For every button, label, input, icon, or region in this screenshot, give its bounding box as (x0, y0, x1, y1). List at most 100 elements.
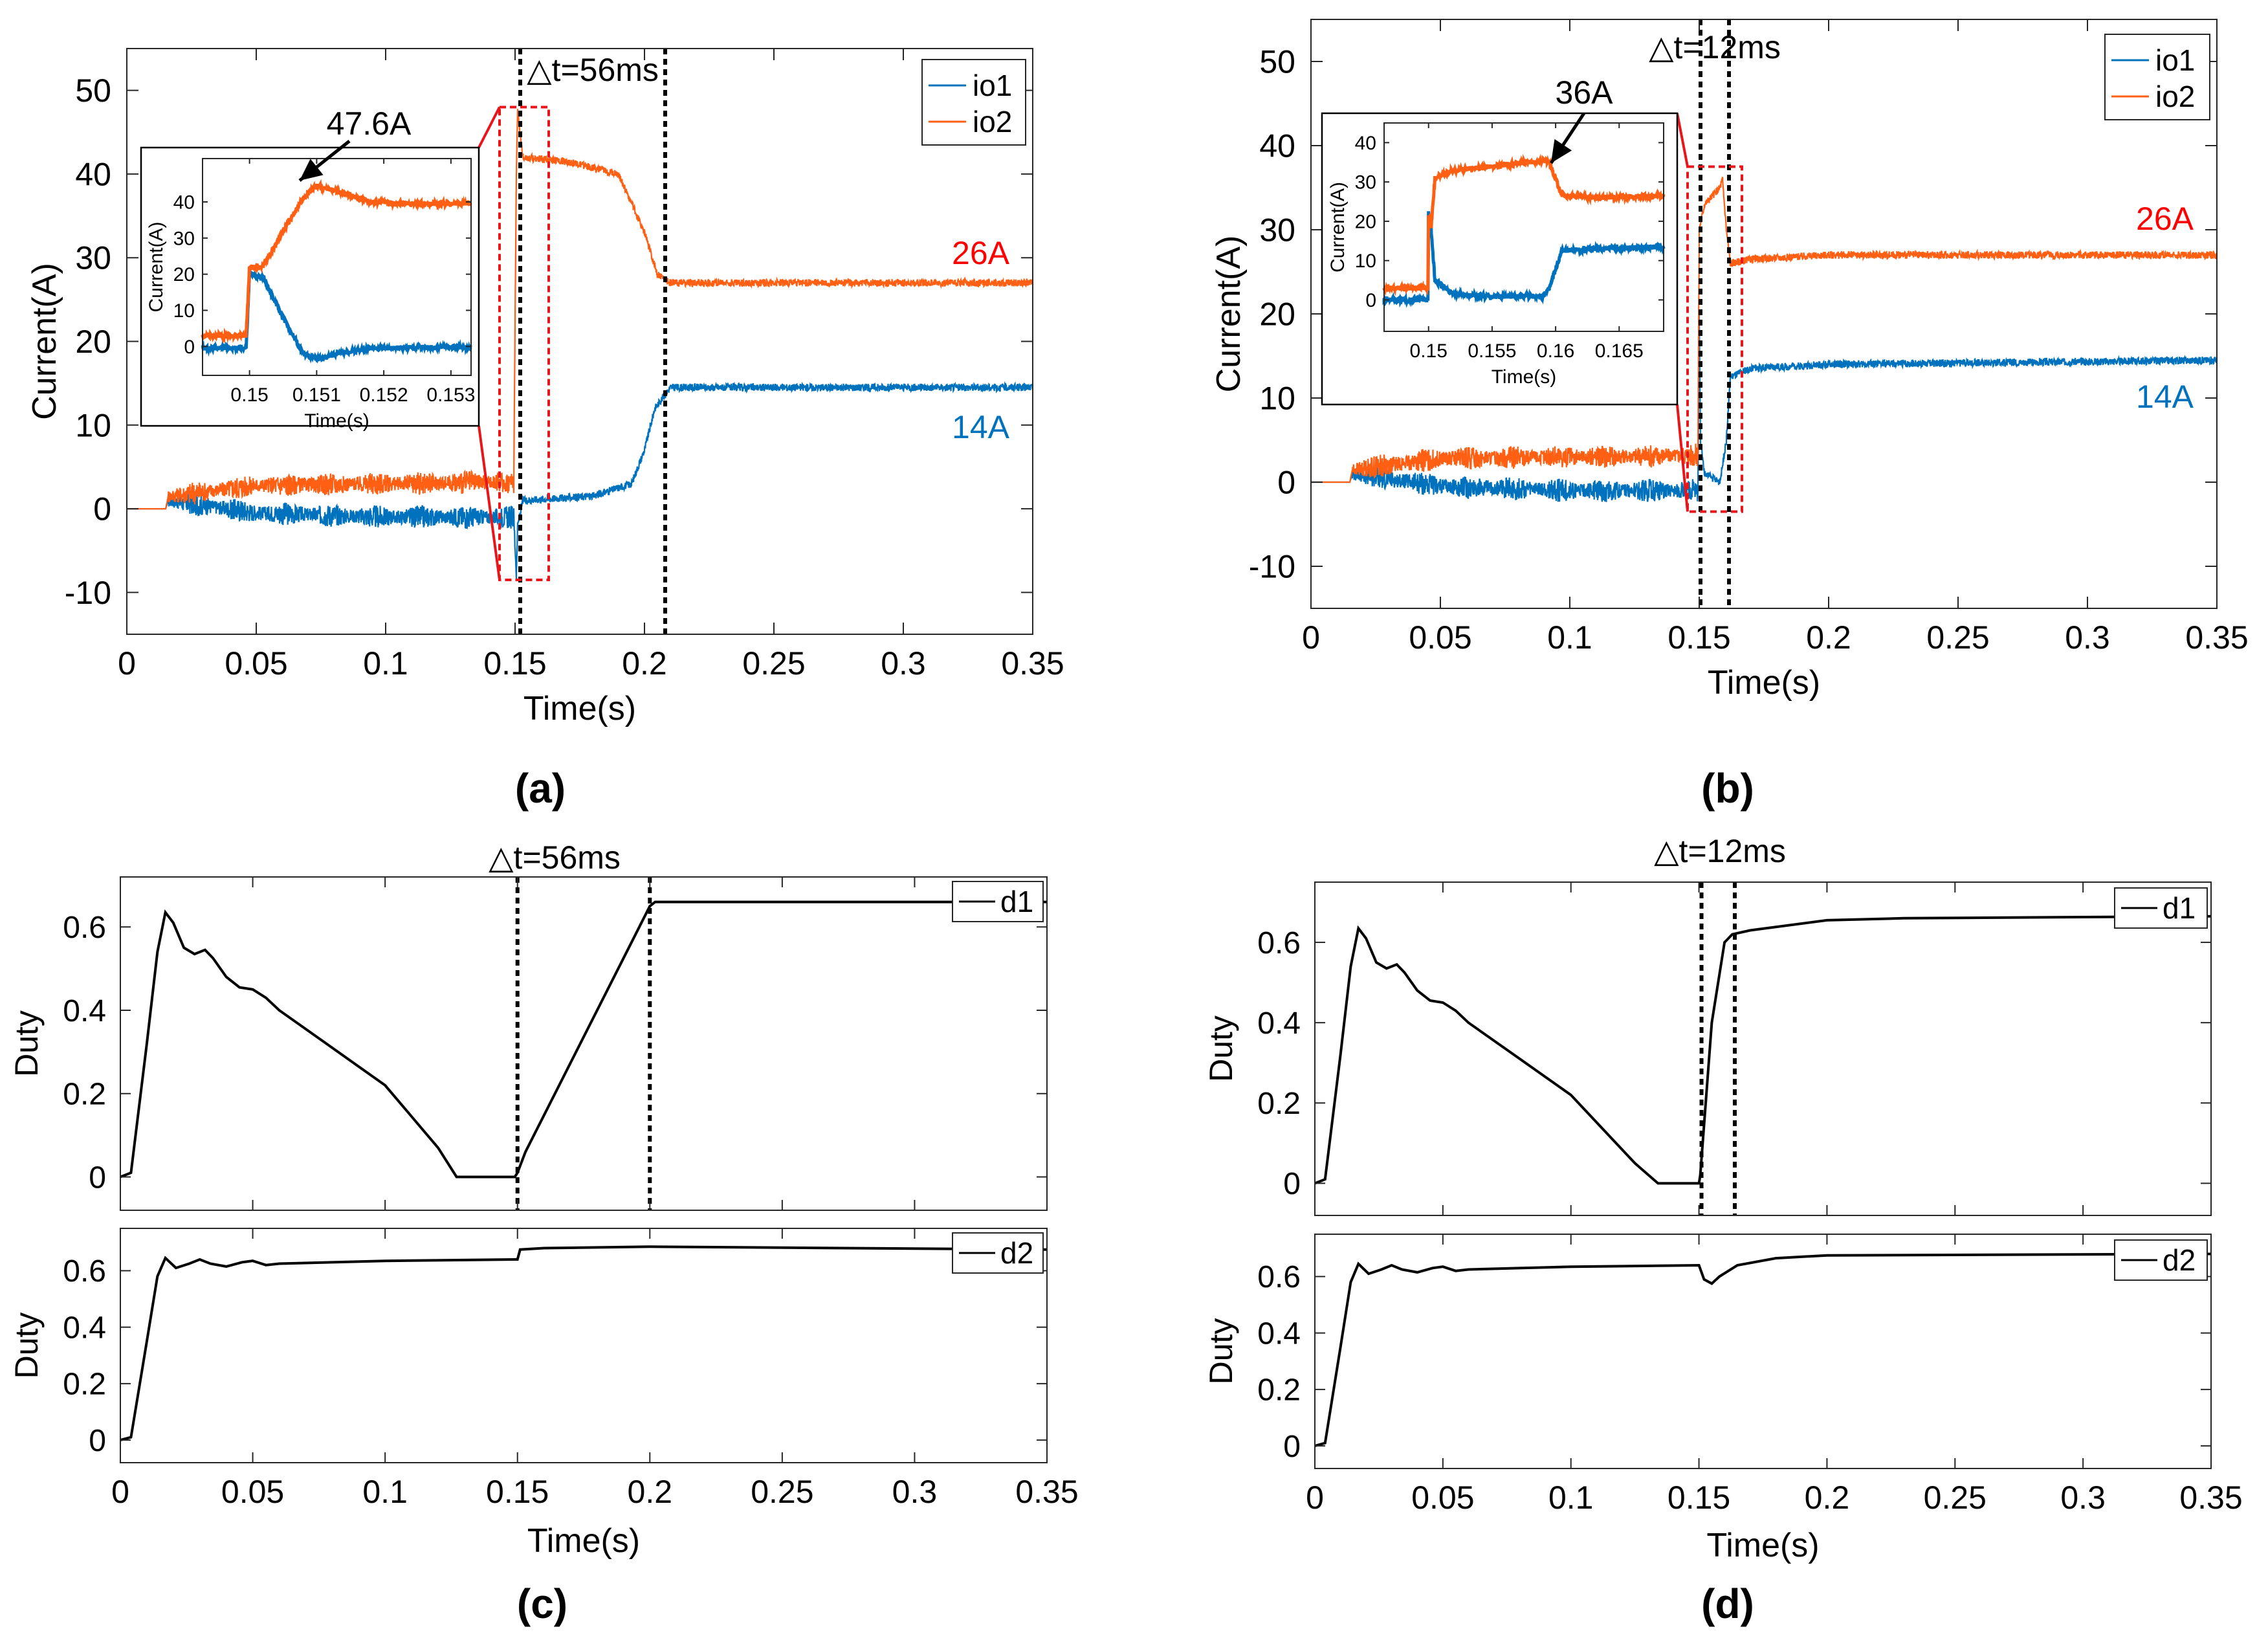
x-tick-label: 0.3 (892, 1474, 938, 1510)
y-tick-label: 10 (1355, 250, 1376, 272)
y-tick-label: 0 (93, 491, 111, 527)
zoom-link (1676, 113, 1689, 167)
x-tick-label: 0.05 (1409, 619, 1471, 656)
x-tick-label: 0.155 (1468, 340, 1516, 362)
delta-t-label: △t=12ms (1654, 833, 1786, 869)
y-tick-label: 10 (1259, 381, 1295, 417)
inset-y-label: Current(A) (146, 221, 167, 312)
y-tick-label: 0.2 (63, 1368, 106, 1402)
legend-box (921, 59, 1026, 146)
y-tick-label: 40 (173, 192, 195, 214)
y-tick-label: 0 (1283, 1430, 1301, 1464)
y-axis-label: Current(A) (26, 263, 63, 420)
series-line-d1 (120, 900, 1047, 1179)
x-tick-label: 0.15 (230, 384, 268, 406)
x-tick-label: 0.1 (362, 1474, 408, 1510)
x-tick-label: 0.15 (1668, 1479, 1730, 1516)
x-tick-label: 0 (1306, 1479, 1324, 1516)
y-tick-label: 0.6 (1257, 1260, 1301, 1294)
x-tick-label: 0 (118, 645, 136, 681)
y-tick-label: -10 (65, 575, 111, 611)
x-tick-label: 0.3 (2060, 1479, 2106, 1516)
inset-y-label: Current(A) (1327, 182, 1349, 272)
legend-label-io1: io1 (2155, 43, 2195, 77)
y-tick-label: 20 (1355, 211, 1376, 232)
y-axis-label: Duty (1203, 1318, 1239, 1385)
x-tick-label: 0.05 (221, 1474, 284, 1510)
inset-series-io2 (201, 179, 472, 344)
plot-area (1315, 1234, 2211, 1468)
y-tick-label: 0.2 (63, 1078, 106, 1112)
inset-axes-frame (1383, 122, 1664, 332)
x-tick-label: 0.15 (483, 645, 546, 681)
x-axis-label: Time(s) (523, 690, 636, 727)
peak-label: 36A (1556, 74, 1614, 111)
inset-axes-frame (202, 158, 472, 376)
axes-frame (120, 1228, 1048, 1463)
x-tick-label: 0 (1302, 619, 1320, 656)
x-axis-label: Time(s) (1708, 664, 1820, 702)
y-tick-label: 50 (75, 72, 111, 109)
peak-label: 47.6A (327, 105, 412, 142)
x-tick-label: 0.152 (360, 384, 408, 406)
legend-box (952, 1232, 1044, 1274)
y-tick-label: 0 (89, 1160, 106, 1195)
y-tick-label: 0 (89, 1424, 106, 1458)
x-tick-label: 0.165 (1595, 340, 1644, 362)
y-tick-label: 0 (184, 337, 195, 358)
legend-label-io1: io1 (973, 69, 1012, 102)
x-axis-label: Time(s) (1706, 1527, 1819, 1564)
y-tick-label: 40 (1355, 133, 1376, 154)
inset-x-label: Time(s) (1492, 366, 1557, 388)
x-tick-label: 0.3 (881, 645, 926, 681)
io1-level-label: 14A (952, 409, 1010, 445)
x-tick-label: 0.25 (742, 645, 805, 681)
zoom-box (1686, 165, 1743, 513)
axes-frame (1314, 1234, 2212, 1469)
y-tick-label: 10 (75, 407, 111, 443)
legend-label-d1: d1 (1000, 885, 1033, 918)
delta-t-label: △t=56ms (489, 839, 621, 876)
delta-t-label: △t=12ms (1649, 29, 1781, 65)
y-tick-label: 0.2 (1257, 1373, 1301, 1408)
current-chart-a: 0 0.05 0.1 0.15 0.2 0.25 0.3 0.35-1001020304050… (26, 48, 1064, 812)
x-tick-label: 0.15 (1668, 619, 1730, 656)
x-tick-label: 0.2 (1805, 1479, 1850, 1516)
x-tick-label: 0.1 (1548, 1479, 1594, 1516)
x-tick-label: 0.151 (292, 384, 341, 406)
y-axis-label: Current(A) (1210, 236, 1248, 393)
y-tick-label: 20 (75, 324, 111, 360)
plot-area (120, 1228, 1047, 1463)
zoom-link (478, 425, 501, 581)
y-tick-label: 30 (75, 240, 111, 276)
x-tick-label: 0.1 (1547, 619, 1592, 656)
io2-level-label: 26A (2136, 201, 2194, 237)
y-tick-label: 0 (1277, 465, 1295, 501)
x-tick-label: 0.3 (2065, 619, 2110, 656)
x-tick-label: 0.16 (1537, 340, 1574, 362)
y-tick-label: 30 (1259, 212, 1295, 249)
series-line-io1 (127, 381, 1034, 580)
x-tick-label: 0.05 (225, 645, 287, 681)
io2-level-label: 26A (952, 235, 1010, 271)
x-tick-label: 0.35 (1001, 645, 1064, 681)
plot-area (1315, 882, 2211, 1215)
y-tick-label: 40 (75, 156, 111, 192)
peak-arrow-head (300, 159, 324, 181)
inset-frame (1321, 112, 1679, 406)
x-tick-label: 0.25 (751, 1474, 813, 1510)
y-tick-label: 0.4 (1257, 1006, 1301, 1041)
y-tick-label: 0.4 (63, 994, 106, 1028)
y-axis-label: Duty (8, 1010, 45, 1077)
caption-d: (d) (1701, 1580, 1754, 1627)
y-tick-label: 0.6 (63, 1254, 106, 1289)
legend-label-d2: d2 (2163, 1243, 2196, 1277)
plot-area (120, 877, 1047, 1210)
caption-b: (b) (1701, 765, 1754, 812)
caption-a: (a) (515, 765, 566, 812)
y-tick-label: 0.4 (63, 1311, 106, 1345)
current-chart-b: 0 0.05 0.1 0.15 0.2 0.25 0.3 0.35-1001020304050… (1210, 19, 2249, 812)
legend-box (2104, 34, 2210, 120)
legend-label-io2: io2 (973, 105, 1012, 139)
x-tick-label: 0.35 (2185, 619, 2248, 656)
